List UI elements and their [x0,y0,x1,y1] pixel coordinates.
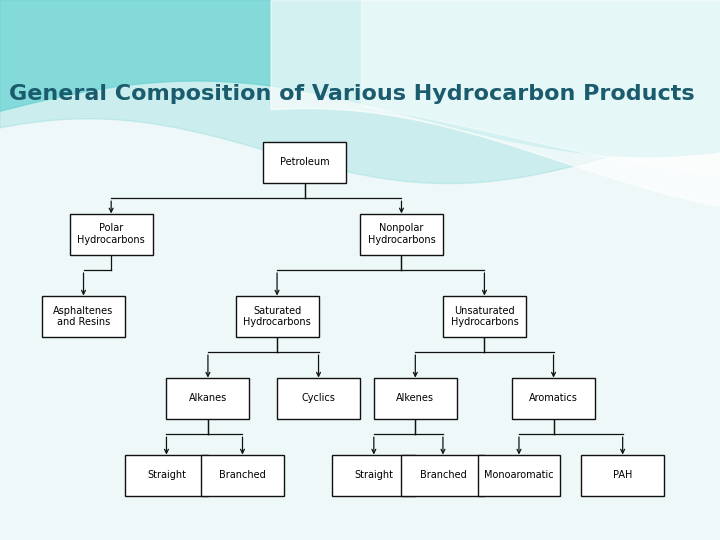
Text: Aromatics: Aromatics [529,393,578,403]
Text: Branched: Branched [420,470,467,481]
Text: PAH: PAH [613,470,632,481]
Text: Asphaltenes
and Resins: Asphaltenes and Resins [53,306,114,327]
FancyBboxPatch shape [581,455,664,496]
FancyBboxPatch shape [70,214,153,255]
FancyBboxPatch shape [477,455,560,496]
FancyBboxPatch shape [374,378,456,419]
FancyBboxPatch shape [333,455,415,496]
FancyBboxPatch shape [360,214,443,255]
Text: Cyclics: Cyclics [302,393,336,403]
Text: Straight: Straight [354,470,393,481]
Text: Straight: Straight [147,470,186,481]
Text: Polar
Hydrocarbons: Polar Hydrocarbons [77,224,145,245]
Text: General Composition of Various Hydrocarbon Products: General Composition of Various Hydrocarb… [9,84,694,104]
FancyBboxPatch shape [201,455,284,496]
Text: Saturated
Hydrocarbons: Saturated Hydrocarbons [243,306,311,327]
FancyBboxPatch shape [125,455,208,496]
FancyBboxPatch shape [443,296,526,337]
FancyBboxPatch shape [264,142,346,183]
FancyBboxPatch shape [512,378,595,419]
FancyBboxPatch shape [235,296,318,337]
Text: Alkenes: Alkenes [396,393,434,403]
FancyBboxPatch shape [42,296,125,337]
Text: Nonpolar
Hydrocarbons: Nonpolar Hydrocarbons [368,224,436,245]
Text: Alkanes: Alkanes [189,393,227,403]
Text: Branched: Branched [219,470,266,481]
Text: Unsaturated
Hydrocarbons: Unsaturated Hydrocarbons [451,306,518,327]
Text: Monoaromatic: Monoaromatic [484,470,554,481]
Text: Petroleum: Petroleum [280,157,330,167]
FancyBboxPatch shape [277,378,360,419]
FancyBboxPatch shape [402,455,485,496]
FancyBboxPatch shape [166,378,249,419]
